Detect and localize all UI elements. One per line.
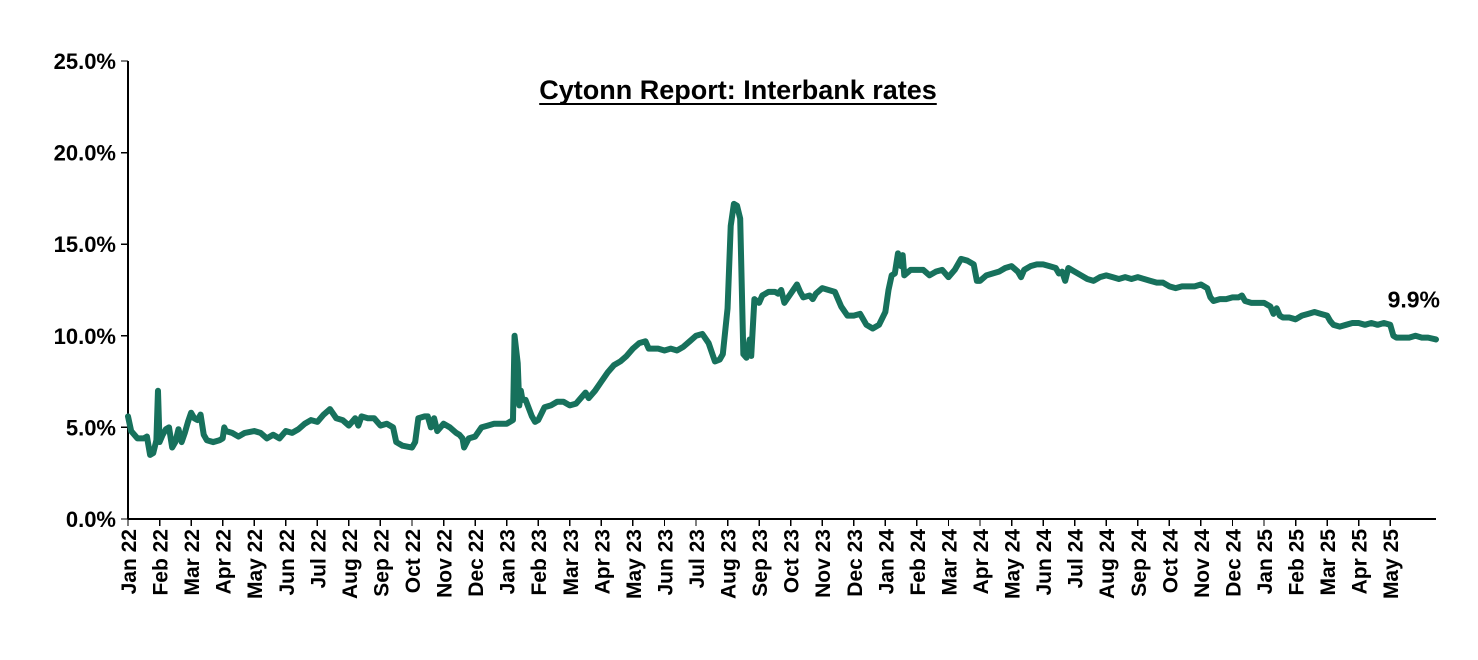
y-tick-label: 0.0%: [66, 507, 116, 532]
x-tick-label: Sep 22: [370, 529, 393, 597]
x-tick-label: Jun 23: [654, 529, 677, 596]
y-tick-label: 15.0%: [54, 232, 116, 257]
x-tick-label: Jan 23: [497, 529, 520, 594]
x-tick-label: Dec 22: [465, 529, 488, 597]
x-tick-label: Feb 24: [907, 529, 930, 596]
x-tick-label: May 25: [1380, 529, 1403, 599]
x-tick-label: Dec 24: [1222, 529, 1245, 597]
x-tick-label: Apr 23: [591, 529, 614, 594]
x-tick-label: Jul 24: [1065, 529, 1088, 589]
x-tick-label: Nov 24: [1191, 529, 1214, 598]
x-tick-label: Mar 22: [181, 529, 204, 596]
x-tick-label: Nov 22: [434, 529, 457, 598]
x-tick-label: May 24: [1002, 529, 1025, 599]
x-tick-label: Jul 23: [686, 529, 709, 589]
x-tick-label: Feb 22: [150, 529, 173, 596]
x-tick-label: Jun 22: [276, 529, 299, 596]
x-tick-label: Oct 24: [1159, 529, 1182, 594]
x-tick-label: Feb 23: [528, 529, 551, 596]
y-axis: 0.0% 5.0% 10.0% 15.0% 20.0% 25.0%: [54, 49, 129, 532]
x-axis: Jan 22 Feb 22 Mar 22 Apr 22 May 22 Jun 22 Jul …: [118, 518, 1436, 599]
annotations: 9.9%: [1388, 286, 1440, 312]
x-tick-label: Mar 24: [938, 529, 961, 596]
x-tick-label: Apr 25: [1349, 529, 1372, 595]
x-tick-label: Feb 25: [1286, 529, 1309, 596]
x-tick-label: Oct 23: [781, 529, 804, 593]
x-tick-label: Mar 25: [1317, 529, 1340, 596]
x-tick-label: Apr 24: [970, 529, 993, 595]
x-tick-label: Nov 23: [812, 529, 835, 598]
x-tick-label: May 23: [623, 529, 646, 599]
chart-title: Cytonn Report: Interbank rates: [539, 75, 937, 105]
x-tick-label: Jan 24: [875, 529, 898, 595]
y-tick-label: 10.0%: [54, 324, 116, 349]
x-tick-label: Jan 22: [118, 529, 141, 594]
x-tick-label: Jun 24: [1033, 529, 1056, 596]
x-tick-label: Sep 23: [749, 529, 772, 597]
x-tick-label: Dec 23: [844, 529, 867, 597]
x-tick-label: Apr 22: [213, 529, 236, 594]
x-tick-label: Aug 24: [1096, 529, 1119, 599]
x-tick-label: Aug 23: [718, 529, 741, 599]
data-label-last-value: 9.9%: [1388, 286, 1440, 312]
x-tick-label: May 22: [244, 529, 267, 599]
x-tick-label: Oct 22: [402, 529, 425, 593]
y-tick-label: 25.0%: [54, 49, 116, 74]
x-tick-label: Jul 22: [307, 529, 330, 589]
series-line-interbank-rate: [125, 200, 1439, 458]
x-tick-label: Jan 25: [1254, 529, 1277, 595]
y-tick-label: 20.0%: [54, 141, 116, 166]
x-tick-label: Sep 24: [1128, 529, 1151, 597]
series-group: [125, 200, 1439, 458]
x-tick-label: Mar 23: [560, 529, 583, 596]
y-tick-label: 5.0%: [66, 415, 116, 440]
x-tick-label: Aug 22: [339, 529, 362, 599]
